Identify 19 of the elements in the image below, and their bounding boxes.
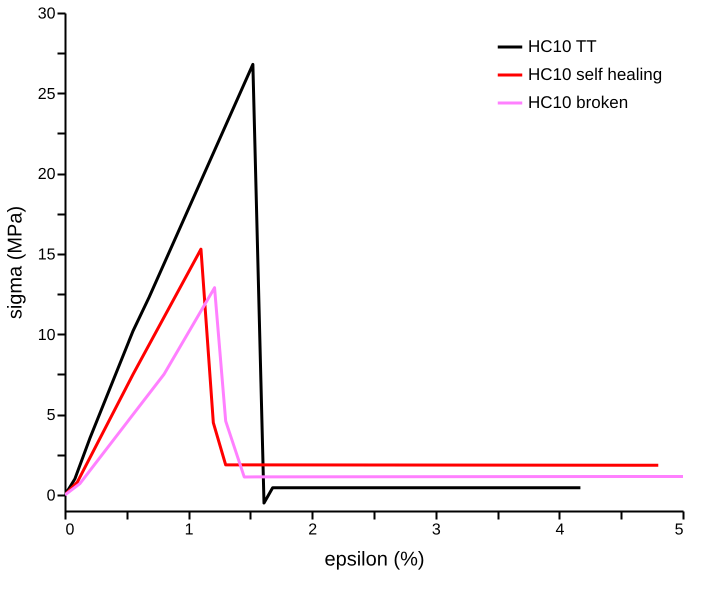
legend-label: HC10 TT — [528, 37, 597, 56]
x-tick-label: 4 — [555, 522, 564, 538]
y-axis-title: sigma (MPa) — [4, 206, 27, 320]
x-tick-label: 0 — [66, 522, 74, 538]
x-tick-label: 3 — [432, 522, 441, 538]
y-tick-label: 20 — [38, 166, 56, 184]
y-tick-label: 15 — [38, 246, 56, 264]
x-axis-title: epsilon (%) — [324, 548, 425, 570]
y-tick-label: 5 — [46, 407, 56, 424]
y-tick-label: 25 — [38, 86, 56, 103]
x-tick-label: 1 — [184, 522, 194, 538]
legend-label: HC10 broken — [528, 93, 628, 112]
y-tick-label: 30 — [38, 6, 56, 22]
line-series — [65, 286, 683, 496]
x-tick-label: 5 — [674, 522, 684, 538]
legend-label: HC10 self healing — [528, 65, 662, 84]
x-tick-label: 2 — [308, 522, 318, 538]
y-tick-label: 10 — [38, 326, 56, 344]
y-tick-label: 0 — [46, 487, 56, 504]
